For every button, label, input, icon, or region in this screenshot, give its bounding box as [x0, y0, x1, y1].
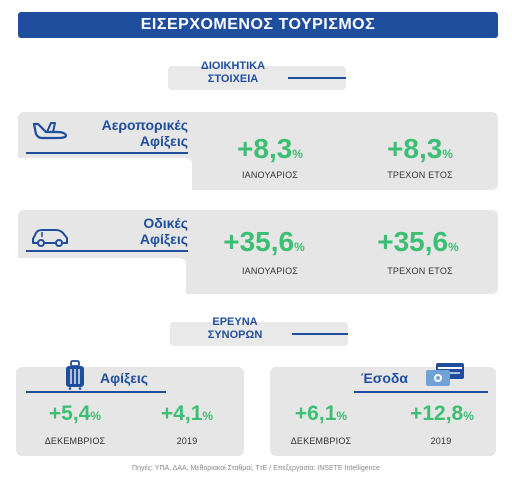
border-survey-label-line2: ΣΥΝΟΡΩΝ [207, 329, 263, 341]
road-arrivals-notch [18, 258, 186, 296]
road-stat-value-1: +35,6% [194, 226, 334, 258]
air-arrivals-title-line1: Αεροπορικές [101, 117, 188, 133]
admin-data-label: ΔΙΟΙΚΗΤΙΚΑ ΣΤΟΙΧΕΙΑ [168, 60, 346, 90]
air-arrivals-notch [18, 158, 192, 192]
border-survey-label-line1: ΕΡΕΥΝΑ [212, 316, 258, 328]
receipts-stat-number-1: +6,1 [294, 402, 337, 425]
road-arrivals-title-line1: Οδικές [143, 215, 188, 231]
arrivals-stat-number-2: +4,1 [160, 402, 203, 425]
survey-arrivals-title: Αφίξεις [100, 370, 149, 386]
arrivals-stat-label-2: 2019 [176, 436, 198, 446]
page-title: ΕΙΣΕΡΧΟΜΕΝΟΣ ΤΟΥΡΙΣΜΟΣ [18, 12, 498, 38]
receipts-stat-unit-2: % [463, 409, 474, 423]
road-arrivals-title-line2: Αφίξεις [139, 231, 188, 247]
source-footnote: Πηγές: ΥΠΑ, ΔΑΑ, Μεθοριακοί Σταθμοί, ΤτΕ… [132, 465, 380, 472]
arrivals-stat-label-1: ΔΕΚΕΜΒΡΙΟΣ [44, 436, 106, 446]
receipts-stat-label-2: 2019 [430, 436, 452, 446]
road-stat-number-1: +35,6 [223, 226, 295, 257]
air-stat-number-2: +8,3 [387, 133, 443, 164]
border-survey-label-rule [292, 333, 348, 335]
admin-data-label-line1: ΔΙΟΙΚΗΤΙΚΑ [200, 60, 266, 72]
air-stat-value-1: +8,3% [200, 133, 340, 165]
receipts-title: Έσοδα [360, 370, 408, 386]
arrivals-stat-number-1: +5,4 [48, 402, 91, 425]
payment-card-icon [426, 363, 464, 386]
arrivals-stat-unit-2: % [202, 409, 214, 423]
receipts-stat-unit-1: % [336, 409, 348, 423]
car-icon [32, 229, 68, 247]
survey-arrivals-rule [26, 391, 166, 393]
road-stat-label-2: ΤΡΕΧΟΝ ΕΤΟΣ [387, 266, 453, 276]
road-stat-unit-1: % [294, 240, 305, 254]
road-stat-label-1: ΙΑΝΟΥΑΡΙΟΣ [241, 266, 299, 276]
border-survey-label: ΕΡΕΥΝΑ ΣΥΝΟΡΩΝ [170, 316, 348, 346]
road-arrivals-panel: Οδικές Αφίξεις [18, 210, 498, 294]
receipts-stat-label-1: ΔΕΚΕΜΒΡΙΟΣ [290, 436, 352, 446]
airplane-icon [32, 122, 68, 140]
air-stat-unit-1: % [292, 147, 303, 161]
receipts-panel [270, 367, 496, 456]
air-arrivals-title-line2: Αφίξεις [139, 133, 188, 149]
road-arrivals-rule [26, 250, 188, 252]
air-stat-label-1: ΙΑΝΟΥΑΡΙΟΣ [241, 170, 299, 180]
arrivals-stat-value-2: +4,1% [132, 402, 242, 426]
road-stat-number-2: +35,6 [377, 226, 449, 257]
receipts-stat-value-2: +12,8% [384, 402, 500, 426]
receipts-stat-value-1: +6,1% [266, 402, 376, 426]
air-stat-number-1: +8,3 [237, 133, 293, 164]
receipts-stat-number-2: +12,8 [410, 402, 464, 425]
air-stat-label-2: ΤΡΕΧΟΝ ΕΤΟΣ [387, 170, 453, 180]
arrivals-stat-unit-1: % [90, 409, 102, 423]
admin-data-label-rule [288, 77, 346, 79]
arrivals-stat-value-1: +5,4% [20, 402, 130, 426]
air-arrivals-rule [26, 152, 188, 154]
road-stat-value-2: +35,6% [348, 226, 488, 258]
admin-data-label-line2: ΣΤΟΙΧΕΙΑ [207, 73, 259, 85]
air-stat-unit-2: % [442, 147, 453, 161]
suitcase-icon [66, 360, 84, 390]
receipts-rule [354, 391, 488, 393]
road-stat-unit-2: % [448, 240, 459, 254]
survey-arrivals-panel [16, 367, 244, 456]
air-stat-value-2: +8,3% [350, 133, 490, 165]
